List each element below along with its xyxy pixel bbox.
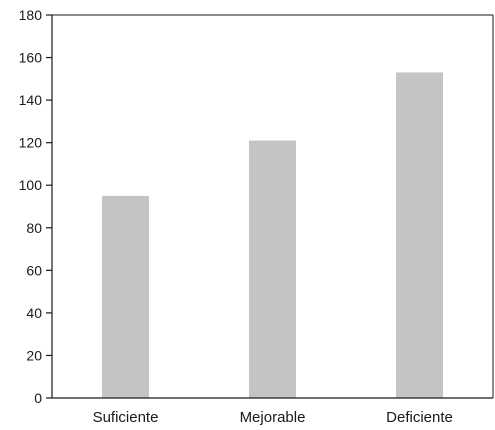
y-tick-label: 180 [19,7,43,23]
x-tick-label: Mejorable [240,409,306,426]
bar-deficiente [396,72,443,398]
y-tick-label: 120 [19,135,43,151]
y-tick-label: 140 [19,92,43,108]
y-axis-ticks: 0 20 40 60 80 100 120 140 160 180 [19,7,52,406]
y-tick-label: 80 [26,220,42,236]
x-tick-label: Suficiente [93,409,159,426]
bar-series [102,72,443,399]
y-tick-label: 160 [19,50,43,66]
x-tick-label: Deficiente [386,409,453,426]
bar-suficiente [102,195,149,398]
y-tick-label: 0 [34,390,42,406]
plot-frame [51,14,494,399]
y-tick-label: 20 [26,347,42,363]
y-tick-label: 60 [26,262,42,278]
x-axis-labels: Suficiente Mejorable Deficiente [93,409,453,426]
bar-mejorable [249,140,296,399]
y-tick-label: 40 [26,305,42,321]
y-tick-label: 100 [19,177,43,193]
